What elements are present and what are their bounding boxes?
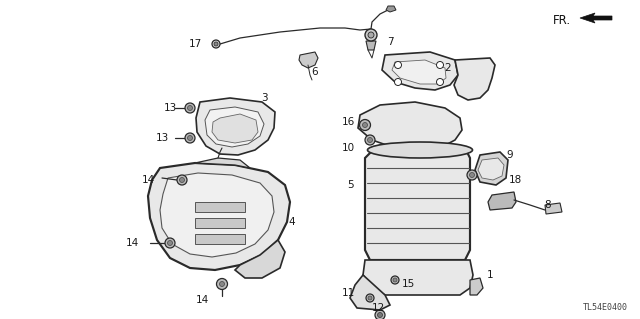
Circle shape: [467, 170, 477, 180]
Text: 13: 13: [163, 103, 177, 113]
Text: 14: 14: [125, 238, 139, 248]
Circle shape: [179, 177, 184, 182]
Text: 10: 10: [341, 143, 355, 153]
Text: 11: 11: [341, 288, 355, 298]
Text: 14: 14: [141, 175, 155, 185]
Polygon shape: [470, 278, 483, 295]
Polygon shape: [195, 234, 245, 244]
Circle shape: [365, 29, 377, 41]
Ellipse shape: [367, 142, 472, 158]
Circle shape: [177, 175, 187, 185]
Text: 6: 6: [312, 67, 318, 77]
Text: FR.: FR.: [553, 14, 571, 27]
Circle shape: [470, 173, 474, 177]
Text: TL54E0400: TL54E0400: [583, 303, 628, 312]
Polygon shape: [196, 98, 275, 155]
Polygon shape: [358, 102, 462, 150]
Polygon shape: [195, 218, 245, 228]
Polygon shape: [350, 275, 390, 310]
Circle shape: [366, 294, 374, 302]
Text: 4: 4: [289, 217, 295, 227]
Polygon shape: [148, 163, 290, 270]
Circle shape: [185, 133, 195, 143]
Circle shape: [365, 135, 375, 145]
Circle shape: [368, 296, 372, 300]
Text: 15: 15: [401, 279, 415, 289]
Circle shape: [214, 42, 218, 46]
Circle shape: [378, 313, 383, 317]
Circle shape: [188, 136, 193, 140]
Circle shape: [212, 40, 220, 48]
Circle shape: [165, 238, 175, 248]
Polygon shape: [195, 158, 250, 168]
Circle shape: [362, 122, 367, 128]
Circle shape: [391, 276, 399, 284]
Polygon shape: [488, 192, 516, 210]
Text: 13: 13: [156, 133, 168, 143]
Text: 16: 16: [341, 117, 355, 127]
Circle shape: [375, 310, 385, 319]
Circle shape: [368, 32, 374, 38]
Text: 18: 18: [508, 175, 522, 185]
Circle shape: [216, 278, 227, 290]
Polygon shape: [475, 152, 508, 185]
Text: 5: 5: [347, 180, 353, 190]
Text: 3: 3: [260, 93, 268, 103]
Circle shape: [360, 120, 371, 130]
Circle shape: [436, 78, 444, 85]
Circle shape: [436, 62, 444, 69]
Text: 2: 2: [445, 63, 451, 73]
Polygon shape: [382, 52, 458, 90]
Text: 8: 8: [545, 200, 551, 210]
Polygon shape: [366, 41, 376, 50]
Polygon shape: [212, 114, 258, 143]
Circle shape: [188, 106, 193, 110]
Polygon shape: [365, 148, 470, 260]
Circle shape: [367, 137, 372, 143]
Polygon shape: [195, 202, 245, 212]
Circle shape: [394, 78, 401, 85]
Polygon shape: [392, 60, 446, 84]
Polygon shape: [580, 13, 612, 23]
Text: 17: 17: [188, 39, 202, 49]
Polygon shape: [386, 6, 396, 12]
Polygon shape: [545, 203, 562, 214]
Polygon shape: [160, 173, 274, 257]
Circle shape: [393, 278, 397, 282]
Polygon shape: [235, 240, 285, 278]
Text: 7: 7: [387, 37, 394, 47]
Circle shape: [394, 62, 401, 69]
Polygon shape: [205, 107, 264, 147]
Polygon shape: [363, 260, 473, 295]
Text: 12: 12: [371, 303, 385, 313]
Polygon shape: [454, 58, 495, 100]
Circle shape: [220, 281, 225, 286]
Circle shape: [168, 241, 173, 246]
Text: 14: 14: [195, 295, 209, 305]
Circle shape: [185, 103, 195, 113]
Text: 1: 1: [486, 270, 493, 280]
Polygon shape: [299, 52, 318, 68]
Polygon shape: [478, 158, 504, 180]
Text: 9: 9: [507, 150, 513, 160]
